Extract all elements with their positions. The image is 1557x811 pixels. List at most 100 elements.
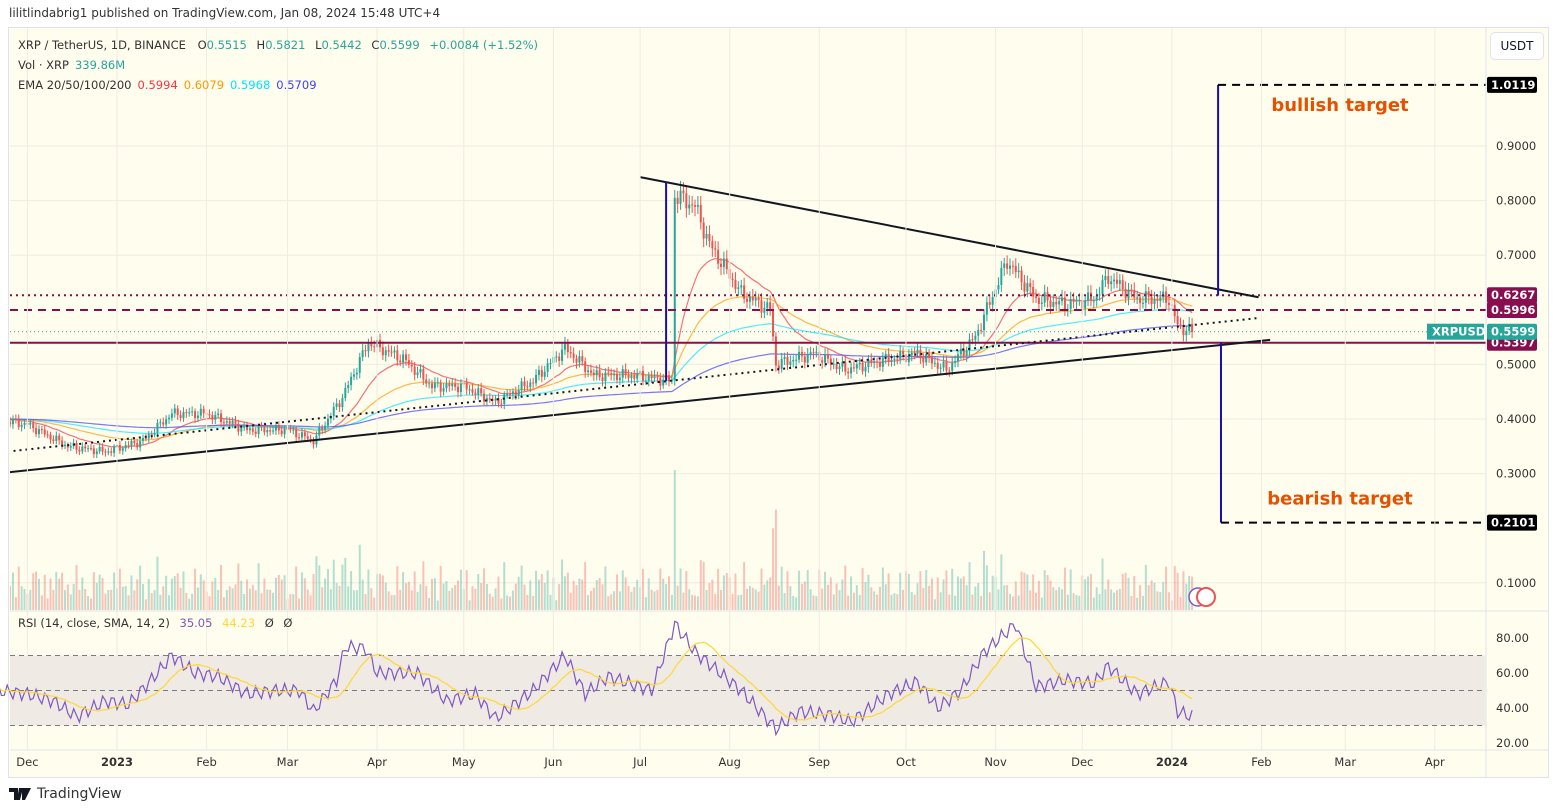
candle-body <box>488 398 491 400</box>
symbol-row: XRP / TetherUS, 1D, BINANCE O0.5515 H0.5… <box>18 35 538 55</box>
candle-body <box>751 296 754 301</box>
target-tag <box>1487 514 1537 531</box>
volume-bar <box>1003 585 1006 610</box>
candle-body <box>1141 302 1144 304</box>
volume-bar <box>977 583 980 610</box>
volume-bar <box>627 586 630 610</box>
candle-body <box>162 422 165 425</box>
time-tick-label: Nov <box>984 755 1007 769</box>
candle-body <box>402 354 405 363</box>
volume-bar <box>641 568 644 610</box>
candle-body <box>641 370 644 381</box>
volume-bar <box>329 589 332 610</box>
price-pane <box>0 83 1486 610</box>
candle-body <box>500 403 503 405</box>
volume-bar <box>280 579 283 610</box>
volume-value: 339.86M <box>74 58 126 72</box>
volume-bar <box>1098 594 1101 610</box>
candle-body <box>746 298 749 302</box>
volume-bar <box>407 581 410 610</box>
volume-bar <box>694 595 696 610</box>
volume-bar <box>225 589 228 610</box>
time-tick-label: Feb <box>1251 755 1271 769</box>
candle-body <box>419 368 422 373</box>
tradingview-logo[interactable]: TradingView <box>9 786 122 802</box>
candle-body <box>428 383 431 385</box>
volume-bar <box>191 593 194 610</box>
volume-bar <box>173 576 176 610</box>
volume-bar <box>194 568 197 610</box>
volume-bar <box>208 596 211 610</box>
candle-body <box>734 279 737 289</box>
candle-body <box>1055 301 1058 305</box>
volume-label[interactable]: Vol · XRP <box>18 58 69 72</box>
chart-frame[interactable] <box>8 27 1549 778</box>
volume-row: Vol · XRP 339.86M <box>18 55 538 75</box>
time-tick-label: May <box>452 755 476 769</box>
candle-body <box>110 451 113 453</box>
volume-bar <box>416 591 419 610</box>
volume-bar <box>1101 558 1104 610</box>
volume-bar <box>1075 594 1078 610</box>
ema-row: EMA 20/50/100/200 0.5994 0.6079 0.5968 0.570… <box>18 75 538 95</box>
candle-body <box>740 285 743 288</box>
volume-bar <box>1167 592 1170 610</box>
candle-body <box>945 361 948 371</box>
candle-body <box>587 370 590 373</box>
candle-body <box>1075 300 1078 302</box>
candle-body <box>257 426 260 434</box>
volume-bar <box>1049 580 1052 610</box>
volume-bar <box>511 590 514 610</box>
symbol-title[interactable]: XRP / TetherUS, 1D, BINANCE <box>18 38 186 52</box>
volume-bar <box>217 590 220 610</box>
candle-body <box>0 415 2 421</box>
candle-body <box>887 354 890 362</box>
candle-body <box>806 354 809 363</box>
candle-body <box>324 425 327 430</box>
volume-bar <box>1020 571 1023 610</box>
candle-body <box>173 408 176 414</box>
candle-body <box>1165 291 1168 303</box>
candle-body <box>292 429 295 431</box>
candle-body <box>832 363 835 365</box>
volume-bar <box>913 594 916 610</box>
volume-bar <box>61 572 64 610</box>
currency-button[interactable]: USDT <box>1490 32 1544 60</box>
volume-bar <box>289 593 292 610</box>
volume-bar <box>14 597 17 610</box>
candle-body <box>555 356 558 358</box>
candle-body <box>535 374 538 384</box>
volume-bar <box>6 601 8 610</box>
candle-body <box>168 417 171 420</box>
volume-bar <box>1156 591 1159 610</box>
candle-body <box>824 354 827 363</box>
ema-label[interactable]: EMA 20/50/100/200 <box>18 78 132 92</box>
high-label: H <box>256 38 266 52</box>
candle-body <box>234 420 237 424</box>
candle-body <box>384 350 387 356</box>
volume-bar <box>850 576 853 610</box>
candle-body <box>965 350 968 356</box>
candle-body <box>1159 297 1162 302</box>
candle-body <box>1023 282 1026 292</box>
volume-bar <box>722 575 725 610</box>
volume-bar <box>448 590 451 610</box>
candle-body <box>251 428 254 432</box>
volume-bar <box>179 587 182 610</box>
candle-body <box>37 429 40 435</box>
volume-bar <box>766 580 769 610</box>
volume-bar <box>121 586 124 610</box>
volume-bar <box>991 575 994 610</box>
volume-bar <box>803 581 806 610</box>
volume-bar <box>662 578 665 610</box>
candle-body <box>1058 301 1061 305</box>
volume-bar <box>410 590 413 610</box>
rsi-label[interactable]: RSI (14, close, SMA, 14, 2) <box>18 616 170 630</box>
candle-body <box>309 438 312 440</box>
candle-body <box>959 348 962 355</box>
volume-bar <box>928 585 931 610</box>
candle-body <box>144 438 147 440</box>
price-tick-label: 0.9000 <box>1496 139 1536 153</box>
candle-body <box>876 361 879 363</box>
